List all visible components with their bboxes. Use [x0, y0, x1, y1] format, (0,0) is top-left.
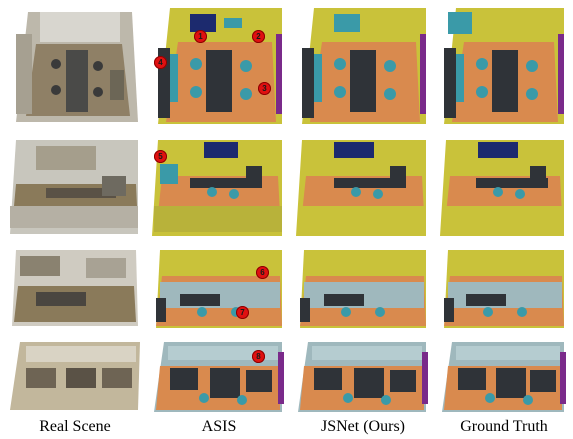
- panel-asis-row2: [150, 136, 288, 240]
- error-marker-7: 7: [236, 306, 249, 319]
- scene-render: [6, 338, 144, 414]
- panel-gt-row1: [438, 4, 570, 130]
- scene-render: [150, 246, 288, 332]
- scene-render: [294, 4, 432, 130]
- panel-real-row2: [6, 136, 144, 240]
- error-marker-6: 6: [256, 266, 269, 279]
- error-marker-4: 4: [154, 56, 167, 69]
- error-marker-2: 2: [252, 30, 265, 43]
- panel-gt-row3: [438, 246, 570, 332]
- panel-real-row3: [6, 246, 144, 332]
- column-label-ground-truth: Ground Truth: [460, 418, 548, 435]
- column-label-jsnet: JSNet (Ours): [321, 418, 405, 435]
- scene-render: [294, 136, 432, 240]
- scene-render: [438, 338, 570, 414]
- panel-gt-row4: [438, 338, 570, 414]
- panel-asis-row1: [150, 4, 288, 130]
- panel-jsnet-row4: [294, 338, 432, 414]
- scene-render: [150, 4, 288, 130]
- error-marker-3: 3: [258, 82, 271, 95]
- scene-render: [438, 4, 570, 130]
- panel-jsnet-row1: [294, 4, 432, 130]
- column-label-asis: ASIS: [201, 418, 237, 435]
- scene-render: [6, 246, 144, 332]
- error-marker-1: 1: [194, 30, 207, 43]
- scene-render: [294, 338, 432, 414]
- scene-render: [438, 136, 570, 240]
- panel-jsnet-row2: [294, 136, 432, 240]
- error-marker-8: 8: [252, 350, 265, 363]
- column-label-real-scene: Real Scene: [39, 418, 111, 435]
- scene-render: [6, 136, 144, 240]
- panel-real-row1: [6, 4, 144, 130]
- panel-asis-row3: [150, 246, 288, 332]
- scene-render: [150, 136, 288, 240]
- panel-gt-row2: [438, 136, 570, 240]
- scene-render: [438, 246, 570, 332]
- scene-render: [294, 246, 432, 332]
- panel-asis-row4: [150, 338, 288, 414]
- panel-jsnet-row3: [294, 246, 432, 332]
- error-marker-5: 5: [154, 150, 167, 163]
- panel-real-row4: [6, 338, 144, 414]
- scene-render: [150, 338, 288, 414]
- scene-render: [6, 4, 144, 130]
